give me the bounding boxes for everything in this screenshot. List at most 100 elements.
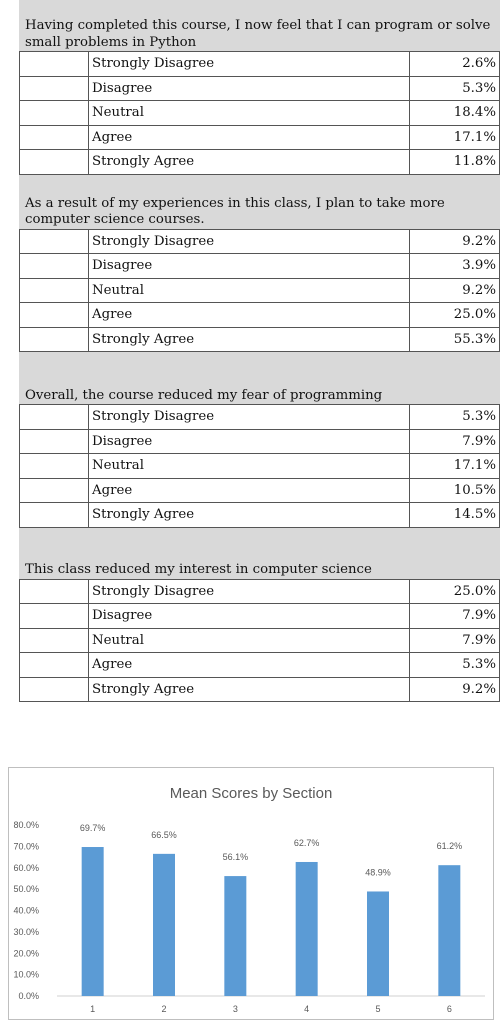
chart-title: Mean Scores by Section	[170, 785, 333, 802]
mean-scores-chart: Mean Scores by Section 0.0% 10.0% 20.0% 30.…	[8, 767, 494, 1020]
y-tick-label: 80.0%	[13, 820, 39, 830]
y-tick-label: 10.0%	[13, 970, 39, 980]
response-label: Strongly Agree	[88, 326, 410, 352]
response-percent: 9.2%	[409, 228, 500, 254]
response-label: Neutral	[88, 627, 410, 653]
response-label: Disagree	[88, 253, 410, 279]
response-label: Strongly Agree	[88, 502, 410, 528]
table-row: Disagree 7.9%	[19, 603, 500, 629]
response-percent: 10.5%	[409, 477, 500, 503]
x-axis-ticks: 1 2 3 4 5 6	[90, 1004, 452, 1014]
question-4-table: Strongly Disagree 25.0% Disagree 7.9% Neut…	[19, 578, 500, 703]
response-percent: 25.0%	[409, 302, 500, 328]
response-percent: 11.8%	[409, 149, 500, 175]
response-percent: 7.9%	[409, 428, 500, 454]
response-percent: 5.3%	[409, 75, 500, 101]
response-label: Strongly Disagree	[88, 578, 410, 604]
bar-chart: Mean Scores by Section 0.0%10.0%20.0%30.…	[13, 785, 485, 1014]
table-row: Strongly Agree 14.5%	[19, 502, 500, 528]
table-row: Neutral 7.9%	[19, 627, 500, 653]
response-label: Neutral	[88, 453, 410, 479]
response-label: Neutral	[88, 277, 410, 303]
question-2-table: Strongly Disagree 9.2% Disagree 3.9% Neutr…	[19, 228, 500, 353]
table-row: Strongly Agree 11.8%	[19, 149, 500, 175]
bar-data-label: 61.2%	[437, 841, 463, 851]
x-tick-label: 5	[375, 1004, 380, 1014]
bar-data-label: 69.7%	[80, 823, 106, 833]
table-row: Agree 25.0%	[19, 302, 500, 328]
response-percent: 7.9%	[409, 627, 500, 653]
table-row: Strongly Disagree 9.2%	[19, 228, 500, 254]
response-label: Strongly Disagree	[88, 51, 410, 77]
bar-data-label: 66.5%	[151, 830, 177, 840]
question-1-table: Strongly Disagree 2.6% Disagree 5.3% Neutr…	[19, 51, 500, 175]
table-row: Neutral 9.2%	[19, 277, 500, 303]
response-percent: 7.9%	[409, 603, 500, 629]
data-labels: 69.7% 66.5% 56.1% 62.7% 48.9% 61.2%	[80, 823, 462, 877]
bar	[153, 853, 175, 996]
response-label: Strongly Agree	[88, 149, 410, 175]
response-percent: 17.1%	[409, 453, 500, 479]
x-tick-label: 1	[90, 1004, 95, 1014]
response-percent: 9.2%	[409, 676, 500, 702]
table-row: Strongly Disagree 5.3%	[19, 404, 500, 430]
response-percent: 5.3%	[409, 652, 500, 678]
response-label: Neutral	[88, 100, 410, 126]
question-4-heading: This class reduced my interest in comput…	[19, 527, 500, 579]
table-row: Strongly Disagree 25.0%	[19, 578, 500, 604]
question-3-table: Strongly Disagree 5.3% Disagree 7.9% Neutr…	[19, 404, 500, 528]
response-percent: 25.0%	[409, 578, 500, 604]
bar	[224, 876, 247, 996]
table-row: Neutral 18.4%	[19, 100, 500, 126]
response-label: Disagree	[88, 603, 410, 629]
table-row: Agree 10.5%	[19, 477, 500, 503]
table-row: Neutral 17.1%	[19, 453, 500, 479]
bar-data-label: 56.1%	[223, 852, 249, 862]
bar	[295, 861, 318, 996]
response-label: Strongly Disagree	[88, 404, 410, 430]
bar	[81, 847, 104, 996]
y-tick-label: 50.0%	[13, 884, 39, 894]
response-percent: 55.3%	[409, 326, 500, 352]
y-tick-label: 0.0%	[18, 991, 39, 1001]
table-row: Agree 5.3%	[19, 652, 500, 678]
bar-data-label: 48.9%	[365, 867, 391, 877]
y-tick-label: 30.0%	[13, 927, 39, 937]
x-tick-label: 2	[161, 1004, 166, 1014]
question-1-heading: Having completed this course, I now feel…	[19, 0, 500, 51]
table-row: Strongly Disagree 2.6%	[19, 51, 500, 77]
response-percent: 2.6%	[409, 51, 500, 77]
y-axis-ticks: 0.0% 10.0% 20.0% 30.0% 40.0% 50.0% 60.0% 70.0% 8…	[13, 820, 39, 1001]
table-row: Disagree 5.3%	[19, 75, 500, 101]
bar	[367, 891, 389, 996]
y-tick-label: 60.0%	[13, 863, 39, 873]
y-tick-label: 40.0%	[13, 906, 39, 916]
response-label: Agree	[88, 477, 410, 503]
table-row: Agree 17.1%	[19, 124, 500, 150]
table-row: Disagree 3.9%	[19, 253, 500, 279]
response-label: Disagree	[88, 75, 410, 101]
response-percent: 17.1%	[409, 124, 500, 150]
table-row: Disagree 7.9%	[19, 428, 500, 454]
question-2-heading: As a result of my experiences in this cl…	[19, 174, 500, 229]
table-row: Strongly Agree 9.2%	[19, 676, 500, 702]
bars	[81, 847, 461, 996]
response-percent: 9.2%	[409, 277, 500, 303]
bar-data-label: 62.7%	[294, 838, 320, 848]
x-tick-label: 6	[447, 1004, 452, 1014]
response-label: Agree	[88, 302, 410, 328]
response-label: Disagree	[88, 428, 410, 454]
table-row: Strongly Agree 55.3%	[19, 326, 500, 352]
response-percent: 14.5%	[409, 502, 500, 528]
x-tick-label: 4	[304, 1004, 309, 1014]
response-percent: 3.9%	[409, 253, 500, 279]
response-label: Strongly Agree	[88, 676, 410, 702]
x-tick-label: 3	[233, 1004, 238, 1014]
response-label: Agree	[88, 652, 410, 678]
response-percent: 18.4%	[409, 100, 500, 126]
y-tick-label: 20.0%	[13, 948, 39, 958]
y-tick-label: 70.0%	[13, 841, 39, 851]
question-3-heading: Overall, the course reduced my fear of p…	[19, 352, 500, 404]
response-label: Strongly Disagree	[88, 228, 410, 254]
bar	[438, 865, 461, 996]
